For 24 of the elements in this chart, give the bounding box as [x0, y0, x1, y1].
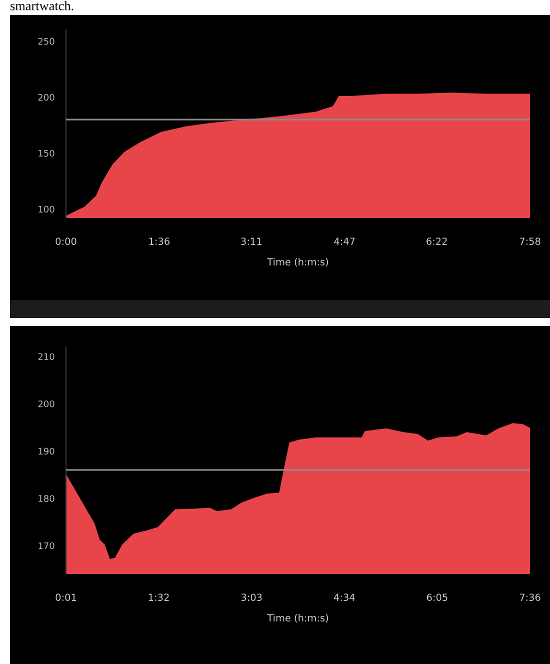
x-tick-label: 7:58 — [520, 238, 540, 245]
y-tick-label: 200 — [38, 94, 54, 101]
x-axis-title: Time (h:m:s) — [267, 614, 328, 623]
x-tick-label: 0:01 — [56, 594, 76, 601]
x-tick-label: 3:11 — [241, 238, 262, 245]
x-tick-label: 4:47 — [334, 238, 355, 245]
y-tick-label: 150 — [38, 150, 54, 157]
x-tick-label: 0:00 — [56, 238, 76, 245]
y-tick-label: 170 — [38, 542, 54, 550]
y-tick-label: 190 — [38, 448, 54, 455]
x-tick-label: 6:05 — [426, 594, 448, 601]
x-tick-label: 7:36 — [520, 594, 540, 601]
x-axis-title: Time (h:m:s) — [267, 258, 328, 267]
y-tick-label: 200 — [38, 400, 54, 408]
y-tick-label: 180 — [38, 495, 54, 502]
text: smartwatch. — [10, 1, 74, 10]
x-tick-label: 1:36 — [149, 238, 170, 245]
x-tick-label: 1:32 — [148, 594, 169, 601]
y-tick-label: 250 — [38, 38, 54, 45]
y-tick-label: 210 — [38, 353, 54, 360]
x-tick-label: 6:22 — [426, 238, 447, 245]
y-tick-label: 100 — [38, 206, 54, 213]
x-tick-label: 3:03 — [241, 594, 262, 601]
x-tick-label: 4:34 — [334, 594, 355, 601]
